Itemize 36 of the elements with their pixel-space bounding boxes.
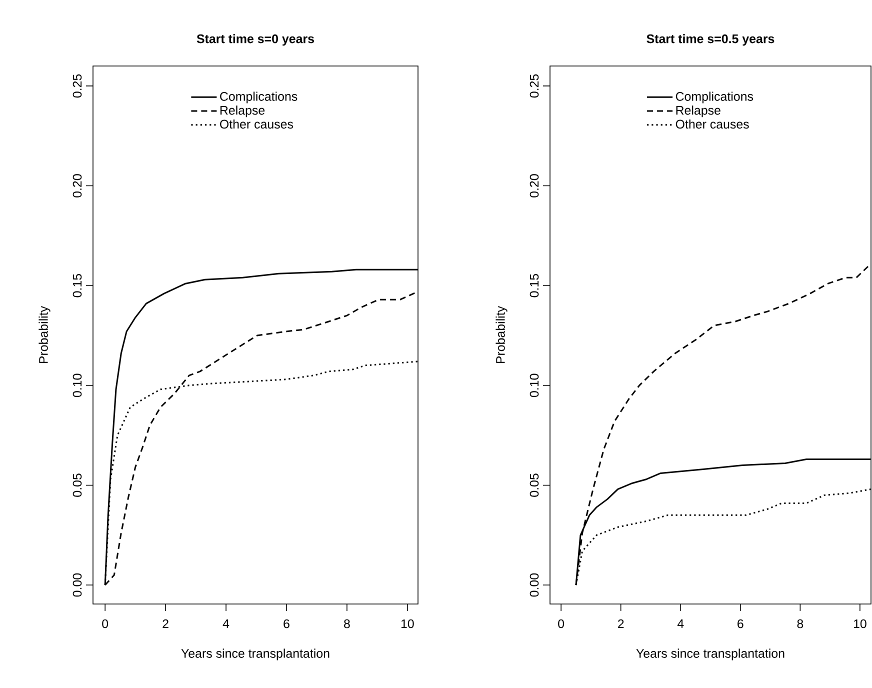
y-tick-label: 0.15	[72, 274, 82, 298]
x-tick-label: 6	[738, 619, 744, 628]
x-axis-title: Years since transplantation	[636, 648, 784, 660]
x-tick-label: 8	[797, 619, 804, 628]
y-tick-label: 0.10	[530, 374, 539, 398]
y-tick-label: 0.10	[72, 374, 82, 398]
y-tick-label: 0.20	[530, 174, 539, 198]
x-axis-title: Years since transplantation	[181, 648, 330, 660]
y-tick-label: 0.05	[72, 474, 82, 497]
y-tick-label: 0.00	[530, 573, 539, 597]
legend-label: Complications	[676, 92, 754, 104]
y-tick-label: 0.25	[72, 74, 82, 98]
y-tick-label: 0.05	[530, 474, 539, 497]
legend-label: Relapse	[676, 106, 720, 118]
x-tick-label: 4	[677, 619, 684, 628]
y-axis-title: Probability	[38, 306, 50, 364]
x-tick-label: 4	[222, 619, 230, 628]
legend-label: Complications	[220, 92, 298, 104]
legend-label: Other causes	[676, 119, 749, 129]
x-tick-label: 0	[102, 619, 108, 628]
legend-label: Other causes	[220, 119, 294, 129]
legend-label: Relapse	[220, 106, 265, 118]
x-tick-label: 10	[401, 619, 414, 628]
x-tick-label: 6	[284, 619, 290, 628]
x-tick-label: 2	[618, 619, 624, 628]
y-tick-label: 0.25	[530, 74, 539, 98]
y-tick-label: 0.00	[72, 573, 82, 597]
y-tick-label: 0.15	[530, 274, 539, 298]
x-tick-label: 8	[344, 619, 350, 628]
chart-title: Start time s=0 years	[196, 34, 314, 46]
y-axis-title: Probability	[496, 306, 508, 364]
x-tick-label: 2	[162, 619, 168, 628]
chart-title: Start time s=0.5 years	[646, 34, 774, 46]
y-tick-label: 0.20	[72, 174, 82, 198]
x-tick-label: 10	[854, 619, 866, 628]
x-tick-label: 0	[558, 619, 564, 628]
